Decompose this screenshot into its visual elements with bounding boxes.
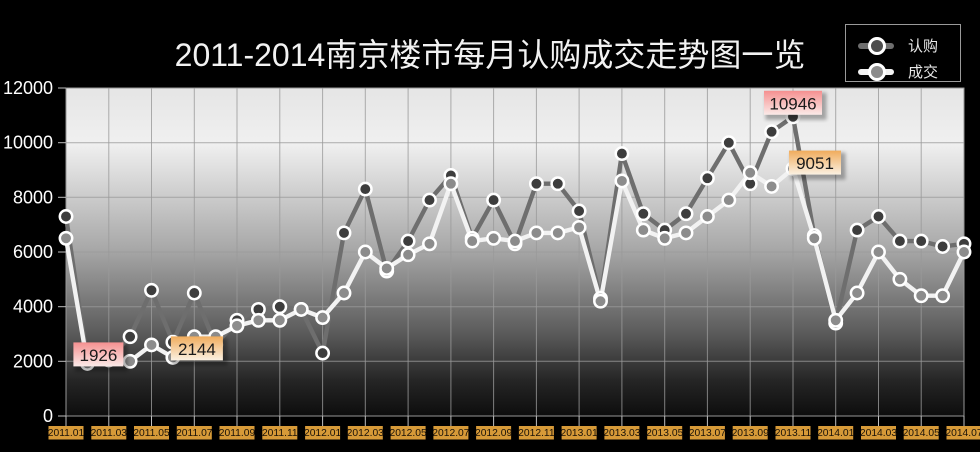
svg-text:2012.01: 2012.01 <box>304 428 341 439</box>
svg-text:2013.07: 2013.07 <box>689 428 726 439</box>
svg-text:8000: 8000 <box>13 187 53 207</box>
svg-text:2012.07: 2012.07 <box>432 428 469 439</box>
svg-text:2011.03: 2011.03 <box>91 428 128 439</box>
svg-text:2144: 2144 <box>178 340 216 359</box>
svg-text:2000: 2000 <box>13 351 53 371</box>
svg-text:2012.11: 2012.11 <box>518 428 555 439</box>
svg-text:6000: 6000 <box>13 242 53 262</box>
svg-text:2012.09: 2012.09 <box>475 428 512 439</box>
svg-text:4000: 4000 <box>13 297 53 317</box>
svg-text:2014.05: 2014.05 <box>903 428 940 439</box>
svg-text:1926: 1926 <box>79 346 117 365</box>
svg-text:2011.01: 2011.01 <box>48 428 85 439</box>
svg-text:10946: 10946 <box>769 94 816 113</box>
svg-text:2011.09: 2011.09 <box>219 428 256 439</box>
svg-text:2011.11: 2011.11 <box>262 428 298 439</box>
svg-text:2012.05: 2012.05 <box>389 428 426 439</box>
svg-text:2013.01: 2013.01 <box>560 428 597 439</box>
svg-text:2014.01: 2014.01 <box>817 428 854 439</box>
svg-text:2011.07: 2011.07 <box>176 428 213 439</box>
svg-text:12000: 12000 <box>3 78 53 98</box>
svg-text:2013.11: 2013.11 <box>775 428 812 439</box>
svg-text:2013.03: 2013.03 <box>603 428 640 439</box>
svg-text:10000: 10000 <box>3 133 53 153</box>
svg-text:2013.09: 2013.09 <box>732 428 769 439</box>
svg-text:2011.05: 2011.05 <box>133 428 170 439</box>
svg-text:2013.05: 2013.05 <box>646 428 683 439</box>
svg-text:9051: 9051 <box>796 154 834 173</box>
svg-text:2012.03: 2012.03 <box>347 428 384 439</box>
svg-text:0: 0 <box>43 406 53 426</box>
svg-text:2014.03: 2014.03 <box>860 428 897 439</box>
svg-text:2014.07: 2014.07 <box>945 428 980 439</box>
